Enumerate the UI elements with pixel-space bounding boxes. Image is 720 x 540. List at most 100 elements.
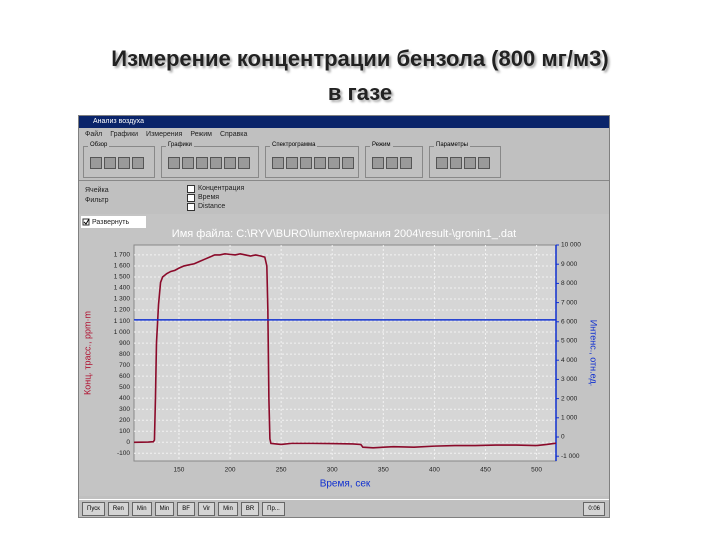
- y2-tick-label: -1 000: [561, 453, 580, 460]
- y-tick-label: 300: [119, 406, 130, 413]
- checkbox-row: Время: [187, 193, 244, 202]
- y-tick-label: 100: [119, 428, 130, 435]
- chart-toggle[interactable]: Развернуть: [92, 219, 129, 226]
- tool-button[interactable]: [478, 157, 490, 169]
- tool-button[interactable]: [104, 157, 116, 169]
- task-item[interactable]: Min: [154, 501, 175, 516]
- checkbox-label: Distance: [198, 203, 226, 210]
- task-item[interactable]: Пр...: [262, 501, 285, 516]
- checkbox[interactable]: [82, 218, 90, 226]
- x-tick-label: 350: [378, 467, 389, 474]
- tool-button[interactable]: [300, 157, 312, 169]
- tool-button[interactable]: [386, 157, 398, 169]
- tool-button[interactable]: [272, 157, 284, 169]
- checkbox-label: Концентрация: [198, 185, 245, 192]
- tool-button[interactable]: [314, 157, 326, 169]
- y-tick-label: 0: [126, 439, 130, 446]
- tool-button[interactable]: [210, 157, 222, 169]
- task-item[interactable]: Пуск: [82, 501, 105, 516]
- tool-button[interactable]: [168, 157, 180, 169]
- tool-button[interactable]: [118, 157, 130, 169]
- toolbar-group: Графики: [161, 142, 259, 178]
- tool-button[interactable]: [464, 157, 476, 169]
- checkbox-label: Время: [198, 194, 220, 201]
- task-item[interactable]: BF: [177, 501, 195, 516]
- task-item[interactable]: Min: [218, 501, 238, 516]
- y2-tick-label: 10 000: [561, 242, 581, 249]
- menu-item[interactable]: Измерения: [146, 131, 183, 138]
- tool-button[interactable]: [286, 157, 298, 169]
- side-labels: Ячейка Фильтр: [85, 186, 109, 206]
- label: Ячейка: [85, 187, 109, 194]
- tool-button[interactable]: [436, 157, 448, 169]
- tool-button[interactable]: [328, 157, 340, 169]
- menu-item[interactable]: Файл: [85, 131, 103, 138]
- tool-button[interactable]: [400, 157, 412, 169]
- y2-tick-label: 3 000: [561, 376, 578, 383]
- clock: 0:06: [583, 501, 605, 516]
- tool-button[interactable]: [342, 157, 354, 169]
- chart: Развернуть Имя файла: C:\RYV\BURO\lumex\…: [79, 214, 609, 496]
- plot-area: [133, 244, 557, 462]
- group-label: Параметры: [434, 142, 470, 148]
- y2-tick-label: 2 000: [561, 395, 578, 402]
- y-tick-label: 1 600: [114, 263, 131, 270]
- task-item[interactable]: Min: [131, 501, 152, 516]
- y2-tick-label: 9 000: [561, 261, 578, 268]
- task-item[interactable]: BR: [240, 501, 260, 516]
- checkbox[interactable]: [187, 193, 195, 202]
- y-axis-label: Конц. трасс., ppm·m: [82, 311, 92, 395]
- menu-item[interactable]: Графики: [110, 131, 139, 138]
- checkbox-row: Distance: [187, 202, 244, 211]
- y-tick-label: 1 100: [114, 318, 131, 325]
- tool-button[interactable]: [182, 157, 194, 169]
- y-tick-label: 1 300: [114, 296, 131, 303]
- checkbox-row: Концентрация: [187, 184, 244, 193]
- tool-button[interactable]: [224, 157, 236, 169]
- tool-button[interactable]: [238, 157, 250, 169]
- checkbox-list: Концентрация Время Distance: [187, 184, 244, 211]
- y-tick-label: 200: [119, 417, 130, 424]
- checkbox[interactable]: [187, 202, 195, 211]
- y2-tick-label: 4 000: [561, 357, 578, 364]
- y-tick-label: 1 000: [114, 329, 131, 336]
- y2-tick-label: 1 000: [561, 415, 578, 422]
- slide-title: Измерение концентрации бензола (800 мг/м…: [111, 46, 609, 71]
- check: [83, 218, 90, 225]
- y2-tick-label: 8 000: [561, 280, 578, 287]
- menu-item[interactable]: Режим: [190, 131, 212, 138]
- toolbar-group: Спектрограмма: [265, 142, 359, 178]
- tool-button[interactable]: [90, 157, 102, 169]
- menu-item[interactable]: Справка: [219, 131, 248, 138]
- tool-button[interactable]: [372, 157, 384, 169]
- y2-tick-label: 0: [561, 434, 565, 441]
- x-tick-label: 450: [480, 467, 491, 474]
- toggle-field: [81, 216, 146, 228]
- slide-title: в газе: [327, 80, 393, 105]
- taskbar: Пуск Ren Min Min BF Vir Min BR Пр... 0:06: [79, 499, 609, 517]
- y2-axis-label: Интенс., отн.ед.: [589, 320, 599, 386]
- toolbar-group: Параметры: [429, 142, 501, 178]
- y2-tick-label: 7 000: [561, 299, 578, 306]
- x-tick-label: 500: [531, 467, 542, 474]
- group-label: Режим: [370, 142, 393, 148]
- tool-button[interactable]: [196, 157, 208, 169]
- y-tick-label: 900: [119, 340, 130, 347]
- toolbar-group: Обзор: [83, 142, 155, 178]
- group-label: Спектрограмма: [270, 142, 318, 148]
- checkbox[interactable]: [187, 184, 195, 193]
- y-tick-label: 400: [119, 395, 130, 402]
- app-window: Анализ воздуха Файл Графики Измерения Режим…: [78, 115, 610, 518]
- y-tick-label: 1 400: [114, 285, 131, 292]
- task-item[interactable]: Ren: [107, 501, 129, 516]
- group-label: Графики: [166, 142, 194, 148]
- x-tick-label: 300: [327, 467, 338, 474]
- tool-button[interactable]: [450, 157, 462, 169]
- x-tick-label: 200: [225, 467, 236, 474]
- toolbar-group: Режим: [365, 142, 423, 178]
- tool-button[interactable]: [132, 157, 144, 169]
- chart-title: Имя файла: C:\RYV\BURO\lumex\германия 20…: [172, 228, 516, 240]
- task-item[interactable]: Vir: [197, 501, 216, 516]
- y-tick-label: 1 500: [114, 274, 131, 281]
- y-tick-label: 700: [119, 362, 130, 369]
